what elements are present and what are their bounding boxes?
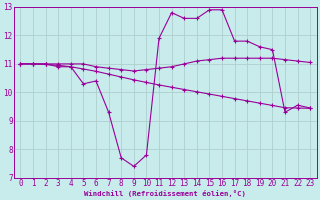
X-axis label: Windchill (Refroidissement éolien,°C): Windchill (Refroidissement éolien,°C) bbox=[84, 190, 246, 197]
